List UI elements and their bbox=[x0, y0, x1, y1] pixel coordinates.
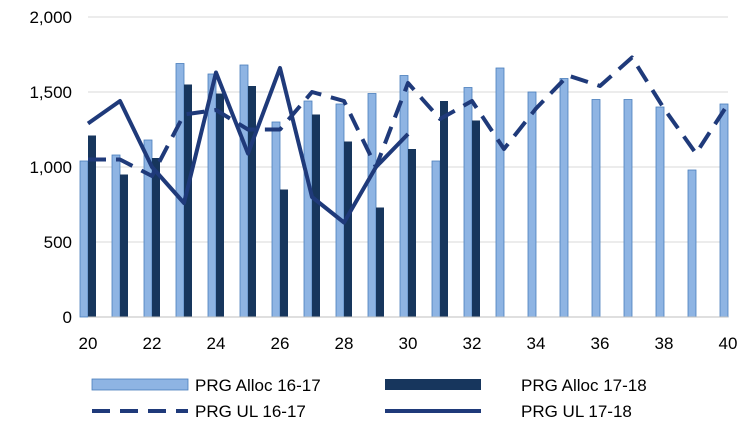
legend-label: PRG UL 17-18 bbox=[521, 402, 632, 421]
bar-light-bar bbox=[719, 103, 729, 318]
x-tick-label: 38 bbox=[655, 334, 674, 353]
bar-light-bar bbox=[239, 64, 249, 318]
x-tick-label: 40 bbox=[719, 334, 738, 353]
bar-dark-bar bbox=[312, 114, 320, 317]
bar-light-bar bbox=[495, 67, 505, 318]
bar-dark-bar bbox=[88, 135, 96, 317]
x-tick-label: 34 bbox=[527, 334, 546, 353]
bar-light-bar bbox=[335, 103, 345, 318]
y-tick-label: 2,000 bbox=[29, 8, 72, 27]
x-tick-label: 36 bbox=[591, 334, 610, 353]
bar-light-bar bbox=[111, 154, 121, 318]
bar-light-bar bbox=[591, 99, 601, 318]
x-tick-label: 30 bbox=[399, 334, 418, 353]
legend-label: PRG Alloc 17-18 bbox=[521, 376, 647, 395]
line-solid bbox=[86, 66, 410, 225]
bar-light-bar bbox=[175, 63, 185, 318]
bars bbox=[79, 63, 729, 318]
legend-label: PRG Alloc 16-17 bbox=[195, 376, 321, 395]
bar-light-bar bbox=[367, 93, 377, 318]
bar-dark-bar bbox=[376, 207, 384, 317]
bar-dark-bar bbox=[184, 84, 192, 317]
bar-light-bar bbox=[559, 78, 569, 318]
bar-dark-bar bbox=[152, 158, 160, 317]
y-tick-label: 1,000 bbox=[29, 158, 72, 177]
bar-light-bar bbox=[79, 160, 89, 318]
y-tick-label: 1,500 bbox=[29, 83, 72, 102]
bar-dark-bar bbox=[248, 86, 256, 317]
bar-light-bar bbox=[527, 91, 537, 318]
bar-dark-bar bbox=[440, 101, 448, 317]
bar-dark-bar bbox=[120, 174, 128, 317]
x-axis-tick-labels: 20 22 24 26 28 30 32 34 36 38 40 bbox=[79, 334, 738, 353]
legend-swatch-dark-bar bbox=[385, 379, 481, 390]
bar-light-bar bbox=[687, 169, 697, 318]
bar-dark-bar bbox=[408, 149, 416, 317]
bar-dark-bar bbox=[344, 141, 352, 317]
bar-light-bar bbox=[623, 99, 633, 318]
y-axis-tick-labels: 0 500 1,000 1,500 2,000 bbox=[29, 8, 72, 327]
bar-dark-bar bbox=[472, 120, 480, 317]
bar-light-bar bbox=[399, 75, 409, 318]
bar-light-bar bbox=[271, 121, 281, 318]
bar-dark-bar bbox=[280, 189, 288, 317]
bar-light-bar bbox=[303, 100, 313, 318]
line-dashed bbox=[88, 55, 730, 178]
bar-dark-bar bbox=[216, 93, 224, 317]
lines bbox=[86, 55, 730, 225]
legend-swatch-light-bar bbox=[91, 378, 189, 391]
y-tick-label: 500 bbox=[44, 233, 72, 252]
bar-light-bar bbox=[655, 106, 665, 318]
legend: PRG Alloc 16-17 PRG Alloc 17-18 PRG UL 16-… bbox=[91, 376, 647, 421]
legend-label: PRG UL 16-17 bbox=[195, 402, 306, 421]
x-tick-label: 22 bbox=[143, 334, 162, 353]
x-tick-label: 28 bbox=[335, 334, 354, 353]
bar-light-bar bbox=[431, 160, 441, 318]
x-tick-label: 24 bbox=[207, 334, 226, 353]
bar-light-bar bbox=[463, 87, 473, 318]
x-tick-label: 26 bbox=[271, 334, 290, 353]
x-tick-label: 32 bbox=[463, 334, 482, 353]
x-tick-label: 20 bbox=[79, 334, 98, 353]
y-tick-label: 0 bbox=[63, 308, 72, 327]
